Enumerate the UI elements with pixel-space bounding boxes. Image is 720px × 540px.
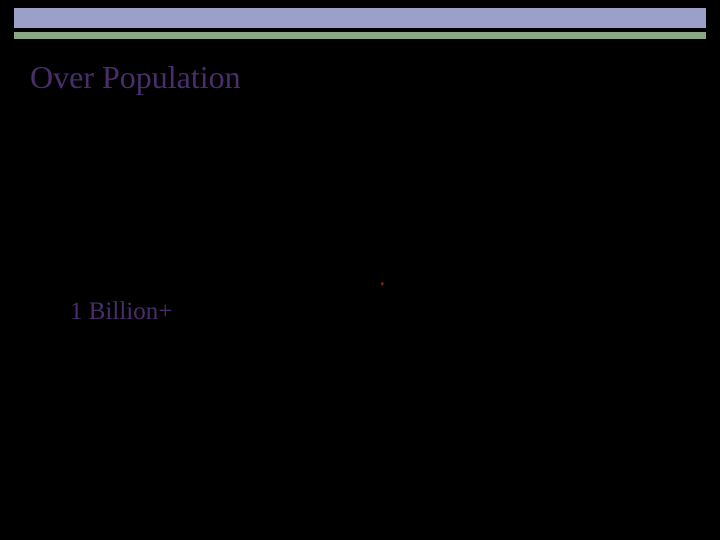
bullet-text: As agricultural production increased, mo… (70, 130, 680, 194)
bullet-text: The birth rate has remained the same BUT… (70, 230, 680, 294)
bullet-square-icon (40, 140, 52, 152)
slide: Over Population As agricultural producti… (0, 0, 720, 540)
bullet-square-icon (40, 240, 52, 252)
bullet-item: 1 Billion+ people in India (40, 296, 680, 328)
bullet-emphasis-lead: 1 Billion+ (70, 298, 172, 325)
header-bar-bottom (14, 32, 706, 39)
bullet-emphasis-rest: people in India (172, 298, 328, 325)
bullet-text-emphasis: 1 Billion+ people in India (70, 296, 329, 328)
bullet-square-icon (40, 306, 52, 318)
bullet-item: Modern medicine improved health care. (40, 196, 680, 228)
title-area: Over Population (0, 39, 720, 104)
bullet-text: Modern medicine improved health care. (70, 196, 471, 228)
bullet-item: The birth rate has remained the same BUT… (40, 230, 680, 294)
bullet-item: As agricultural production increased, mo… (40, 130, 680, 194)
bullet-square-icon (40, 206, 52, 218)
bullet-square-icon (40, 345, 47, 352)
footnote-item: 1,321,146,871 (1.32 billion) As of March… (40, 340, 680, 356)
bullet-text-main: The birth rate has remained the same BUT… (70, 232, 636, 291)
footnote-text: 1,321,146,871 (1.32 billion) As of March… (61, 340, 304, 356)
slide-title: Over Population (30, 59, 690, 96)
header-bars (0, 0, 720, 39)
header-bar-top (14, 8, 706, 28)
bullet-period-accent: . (379, 264, 385, 291)
content-area: As agricultural production increased, mo… (0, 112, 720, 356)
